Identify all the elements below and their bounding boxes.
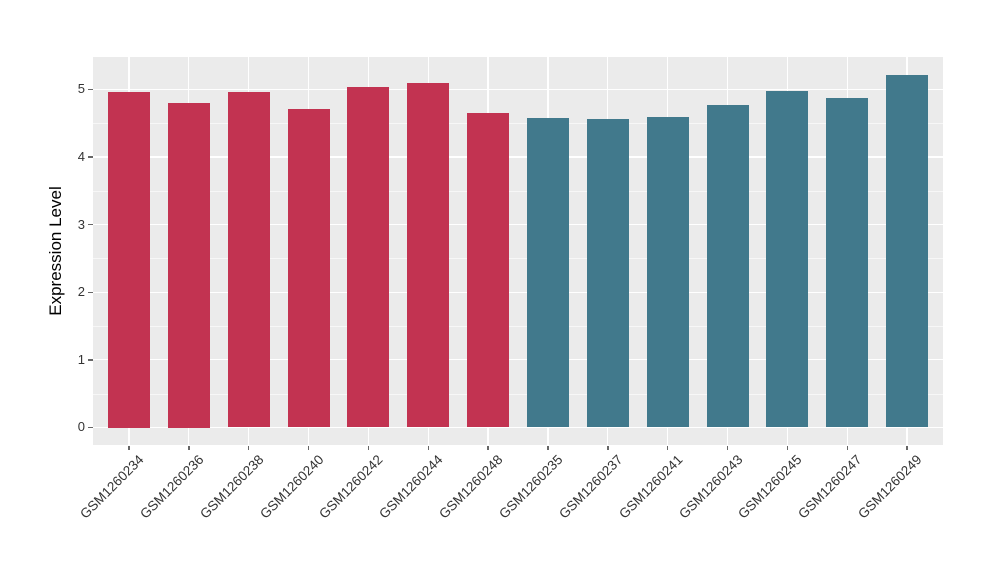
x-tick-mark (128, 446, 130, 450)
bar (706, 105, 749, 428)
bar (467, 113, 510, 428)
x-tick-label: GSM1260236 (136, 452, 207, 522)
gridline-minor (93, 190, 943, 192)
bar (227, 92, 270, 428)
y-tick-label: 2 (77, 284, 85, 300)
y-tick-mark (88, 156, 93, 158)
gridline-major (93, 156, 943, 158)
x-tick-label: GSM1260235 (495, 452, 566, 522)
gridline-major (93, 359, 943, 361)
gridline-minor (93, 326, 943, 328)
x-tick-mark (607, 446, 609, 450)
bar (886, 74, 929, 428)
bar (167, 103, 210, 428)
x-tick-label: GSM1260234 (76, 452, 147, 522)
bar (766, 90, 809, 428)
y-tick-label: 0 (77, 419, 85, 435)
y-tick-label: 4 (77, 149, 85, 164)
x-tick-mark (726, 446, 729, 450)
bar (826, 97, 869, 428)
y-tick-mark (88, 88, 93, 91)
bar (526, 117, 569, 428)
x-tick-mark (427, 446, 429, 450)
x-tick-mark (666, 446, 669, 450)
bar (347, 86, 390, 428)
y-tick-label: 5 (77, 81, 85, 97)
y-tick-label: 3 (77, 216, 85, 232)
x-tick-mark (786, 446, 789, 450)
x-tick-label: GSM1260237 (555, 452, 626, 522)
x-tick-mark (188, 446, 190, 450)
gridline-major (93, 426, 943, 429)
bar (407, 83, 450, 428)
y-tick-mark (88, 359, 93, 361)
x-tick-mark (247, 446, 250, 450)
plot-panel (93, 57, 943, 445)
x-tick-mark (307, 446, 310, 450)
gridline-minor (93, 393, 943, 395)
gridline-minor (93, 258, 943, 260)
bar (287, 109, 330, 428)
x-tick-mark (906, 446, 908, 450)
x-tick-mark (367, 446, 370, 450)
y-tick-mark (88, 291, 93, 293)
bar (646, 117, 689, 428)
bar (107, 91, 150, 428)
gridline-minor (93, 123, 943, 125)
x-tick-label: GSM1260238 (196, 452, 267, 522)
gridline-major (93, 223, 943, 226)
x-tick-label: GSM1260249 (855, 452, 925, 522)
x-tick-mark (487, 446, 489, 450)
gridline-major (93, 88, 943, 91)
x-tick-mark (547, 446, 549, 450)
bar (586, 118, 629, 428)
x-tick-mark (846, 446, 848, 450)
gridline-major (93, 291, 943, 293)
x-tick-label: GSM1260241 (615, 452, 686, 522)
y-tick-mark (88, 223, 93, 226)
y-tick-label: 1 (77, 351, 85, 367)
y-tick-mark (88, 426, 93, 429)
